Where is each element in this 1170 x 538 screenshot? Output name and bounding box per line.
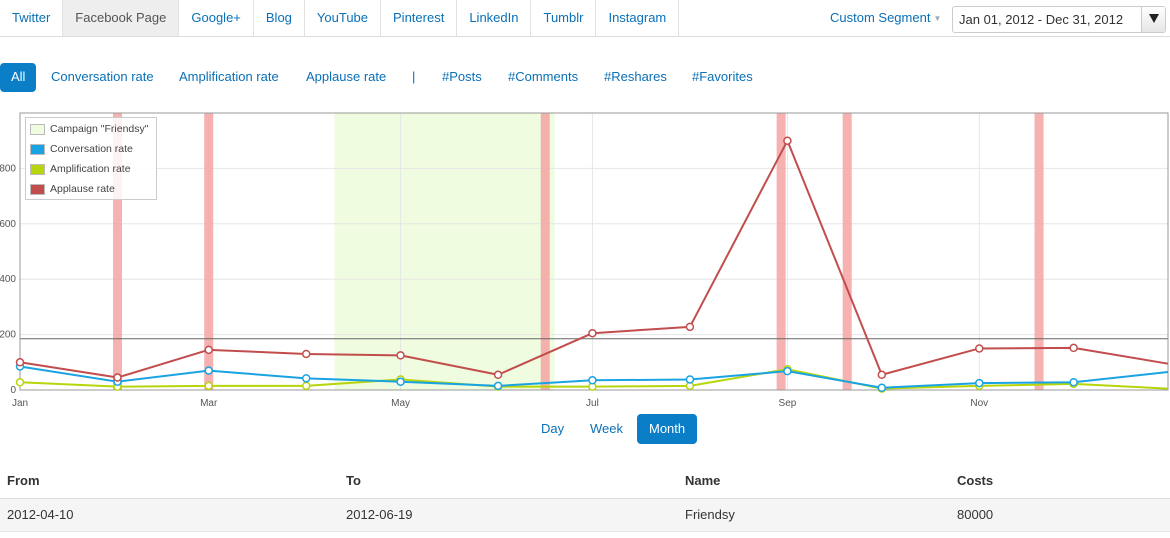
cell-to: 2012-06-19 xyxy=(346,507,413,522)
header-to: To xyxy=(346,473,361,488)
triangle-down-icon xyxy=(1149,14,1159,23)
data-point-conversation xyxy=(301,374,311,383)
metric-separator: | xyxy=(412,69,416,84)
table-header: From To Name Costs xyxy=(0,465,1170,499)
cell-costs: 80000 xyxy=(957,507,994,522)
legend-label-campaign: Campaign "Friendsy" xyxy=(50,123,149,135)
tab-tumblr[interactable]: Tumblr xyxy=(531,0,597,36)
legend-swatch-campaign xyxy=(30,124,45,135)
campaign-table: From To Name Costs 2012-04-10 2012-06-19… xyxy=(0,465,1170,532)
channel-tabs: Twitter Facebook Page Google+ Blog YouTu… xyxy=(0,0,680,36)
data-point-amplification xyxy=(301,381,311,391)
legend-swatch-conversation xyxy=(30,144,45,155)
x-tick-label: Mar xyxy=(200,398,218,409)
data-point-conversation xyxy=(975,378,984,388)
data-point-amplification xyxy=(15,377,25,387)
data-point-applause xyxy=(15,358,25,367)
data-point-conversation xyxy=(877,383,887,393)
header-name: Name xyxy=(685,473,721,488)
tab-google-plus[interactable]: Google+ xyxy=(179,0,254,36)
data-point-applause xyxy=(204,345,213,355)
caret-down-icon: ▼ xyxy=(933,14,942,23)
granularity-month-button[interactable]: Month xyxy=(637,414,698,444)
data-point-amplification xyxy=(204,381,213,391)
metric-applause-rate[interactable]: Applause rate xyxy=(306,69,387,84)
campaign-band xyxy=(334,113,555,390)
event-marker xyxy=(842,113,852,390)
y-tick-label: 0 xyxy=(10,385,16,396)
legend-label-applause: Applause rate xyxy=(50,183,115,195)
data-point-conversation xyxy=(396,377,405,386)
event-marker xyxy=(1034,113,1044,390)
line-chart: 0 200 400 600 800 Jan Mar May Jul Sep Nov xyxy=(0,110,1170,410)
event-marker xyxy=(776,113,786,390)
tab-youtube[interactable]: YouTube xyxy=(305,0,382,36)
event-marker xyxy=(540,113,550,390)
event-marker xyxy=(204,113,214,390)
metric-conversation-rate[interactable]: Conversation rate xyxy=(51,69,154,84)
data-point-conversation xyxy=(588,376,597,385)
y-tick-label: 400 xyxy=(0,274,16,285)
custom-segment-label: Custom Segment xyxy=(830,10,931,25)
header-from: From xyxy=(7,473,40,488)
tab-facebook-page[interactable]: Facebook Page xyxy=(63,0,180,36)
legend-swatch-applause xyxy=(30,184,45,195)
tab-blog[interactable]: Blog xyxy=(254,0,305,36)
metric-favorites[interactable]: #Favorites xyxy=(692,69,753,84)
data-point-applause xyxy=(877,370,887,380)
tab-linkedin[interactable]: LinkedIn xyxy=(457,0,532,36)
data-point-conversation xyxy=(204,366,213,375)
x-tick-label: Sep xyxy=(779,398,797,409)
granularity-day-button[interactable]: Day xyxy=(541,421,565,436)
y-tick-label: 800 xyxy=(0,163,16,174)
cell-name: Friendsy xyxy=(685,507,735,522)
legend-label-conversation: Conversation rate xyxy=(50,143,133,155)
metric-reshares[interactable]: #Reshares xyxy=(604,69,667,84)
data-point-applause xyxy=(588,328,597,338)
table-row[interactable]: 2012-04-10 2012-06-19 Friendsy 80000 xyxy=(0,499,1170,532)
data-point-applause xyxy=(301,349,311,359)
x-tick-label: Jan xyxy=(12,398,28,409)
data-point-applause xyxy=(1069,343,1078,353)
x-tick-label: Jul xyxy=(586,398,599,409)
header-costs: Costs xyxy=(957,473,994,488)
dropdown-toggle[interactable] xyxy=(1141,7,1165,32)
chart-canvas: 0 200 400 600 800 Jan Mar May Jul Sep Nov xyxy=(0,112,1169,409)
tab-pinterest[interactable]: Pinterest xyxy=(381,0,458,36)
legend-swatch-amplification xyxy=(30,164,45,175)
event-marker xyxy=(113,113,123,390)
metric-all-button[interactable]: All xyxy=(0,63,37,92)
x-tick-label: Nov xyxy=(970,398,988,409)
data-point-applause xyxy=(113,373,122,382)
granularity-week-button[interactable]: Week xyxy=(590,421,623,436)
data-point-applause xyxy=(783,136,792,145)
cell-from: 2012-04-10 xyxy=(7,507,74,522)
tab-twitter[interactable]: Twitter xyxy=(0,0,64,36)
data-point-conversation xyxy=(1069,377,1078,387)
data-point-applause xyxy=(396,351,405,360)
y-tick-label: 600 xyxy=(0,219,16,230)
y-tick-label: 200 xyxy=(0,330,16,341)
metric-comments[interactable]: #Comments xyxy=(508,69,579,84)
date-range-value: Jan 01, 2012 - Dec 31, 2012 xyxy=(959,12,1124,27)
data-point-applause xyxy=(975,344,984,353)
tab-instagram[interactable]: Instagram xyxy=(596,0,680,36)
chart-legend: Campaign "Friendsy" Conversation rate Am… xyxy=(25,117,157,200)
x-tick-label: May xyxy=(391,398,410,409)
custom-segment-dropdown[interactable]: Custom Segment ▼ xyxy=(830,0,941,36)
data-point-conversation xyxy=(685,375,695,384)
metric-posts[interactable]: #Posts xyxy=(442,69,482,84)
top-navigation: Twitter Facebook Page Google+ Blog YouTu… xyxy=(0,0,1170,37)
data-point-applause xyxy=(493,370,503,380)
series-line-applause xyxy=(19,139,1169,379)
legend-label-amplification: Amplification rate xyxy=(50,163,131,175)
metric-amplification-rate[interactable]: Amplification rate xyxy=(179,69,279,84)
data-point-applause xyxy=(685,322,695,332)
date-range-select[interactable]: Jan 01, 2012 - Dec 31, 2012 xyxy=(952,6,1166,33)
data-point-conversation xyxy=(493,381,503,391)
data-point-conversation xyxy=(783,366,792,376)
